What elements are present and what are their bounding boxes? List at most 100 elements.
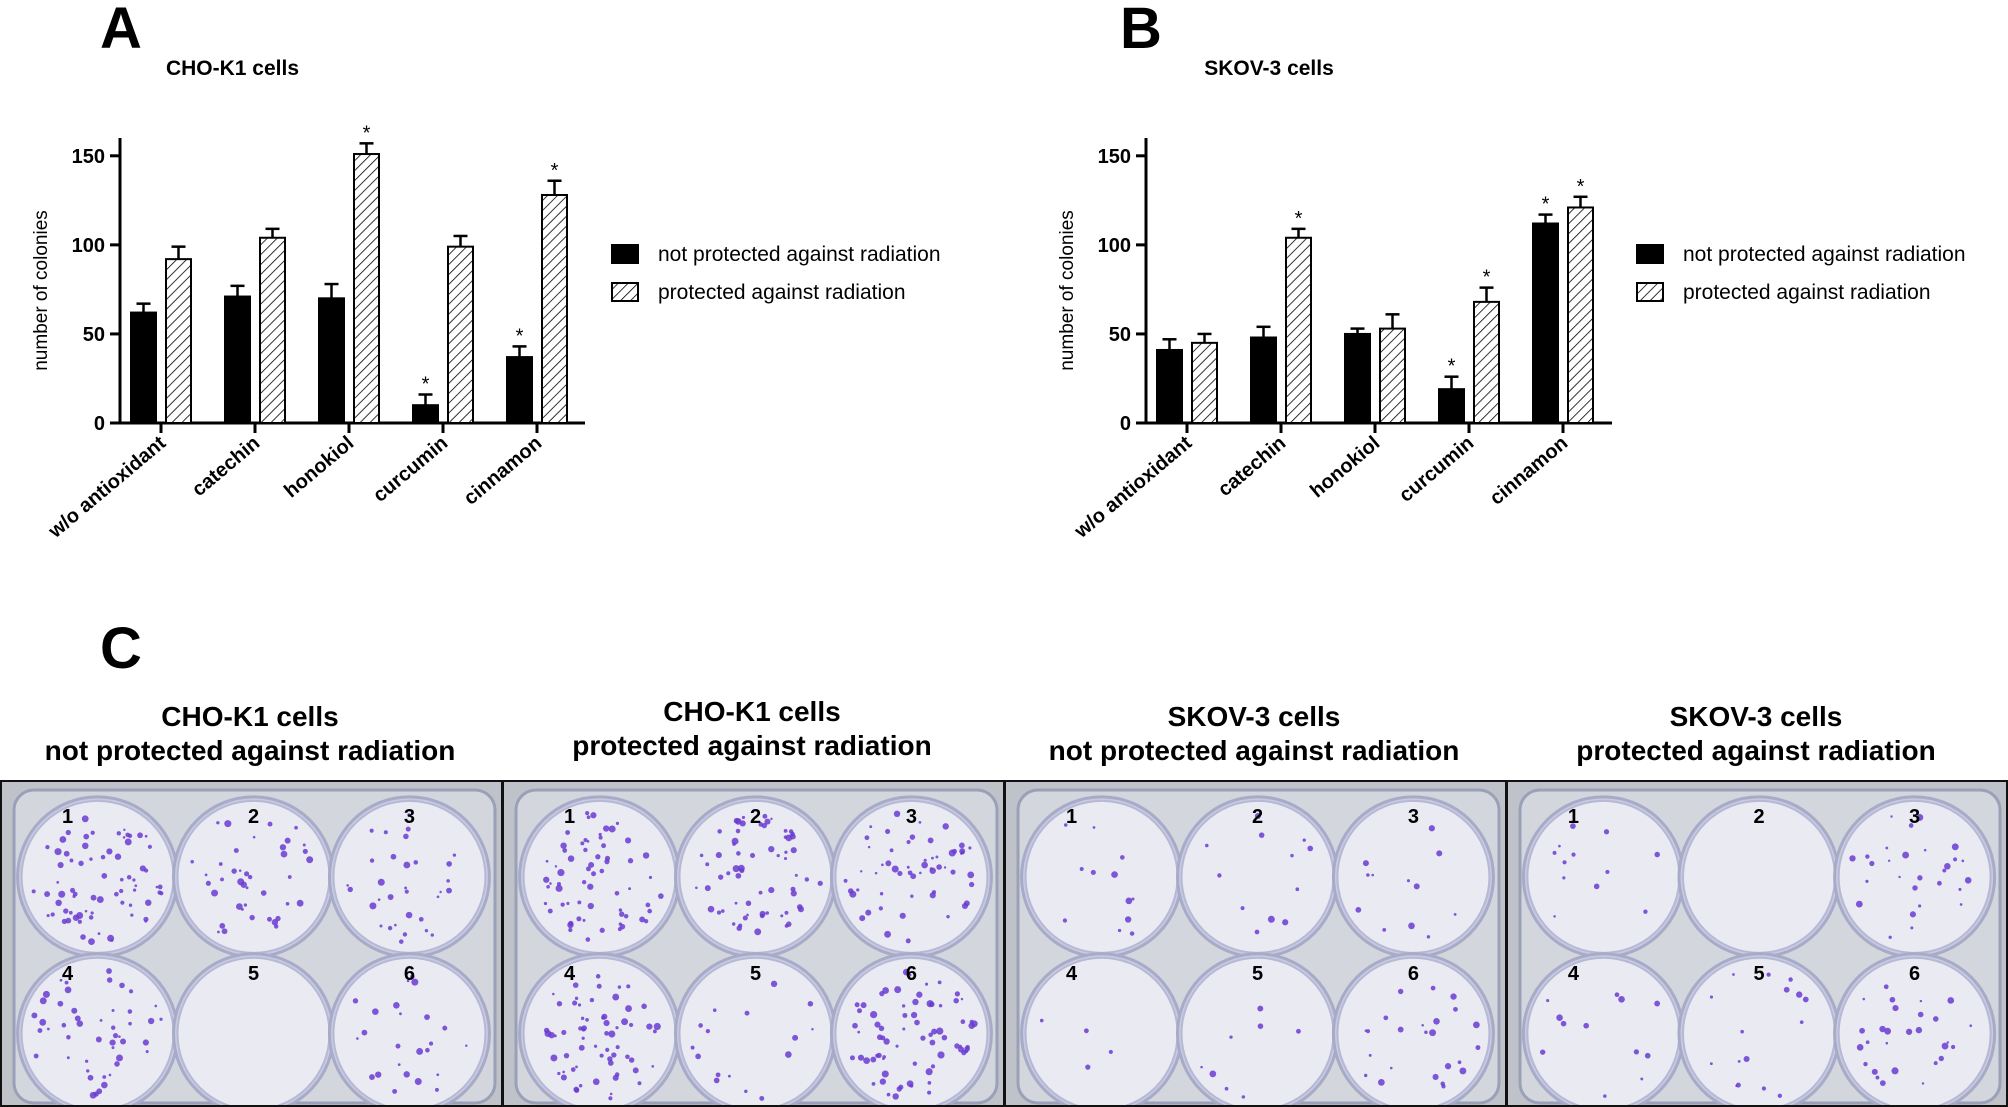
colony (546, 884, 550, 889)
colony (754, 928, 762, 936)
colony (118, 1035, 121, 1038)
x-tick-label: w/o antioxidant (44, 432, 171, 543)
colony (100, 854, 106, 860)
colony (31, 889, 36, 894)
colony (1740, 1029, 1744, 1034)
colony (1365, 1029, 1371, 1034)
colony (1885, 1041, 1889, 1045)
colony (435, 1087, 439, 1092)
colony (404, 886, 408, 890)
colony (864, 835, 870, 841)
colony (732, 865, 740, 873)
colony (1125, 897, 1133, 905)
colony (88, 938, 95, 945)
colony (90, 894, 97, 901)
colony (561, 1029, 567, 1036)
colony (628, 1057, 635, 1063)
colony (87, 1074, 94, 1081)
colony (543, 876, 550, 883)
colony (578, 1026, 583, 1031)
significance-marker: * (1295, 208, 1303, 230)
colony (287, 875, 292, 879)
bar-not-protected (412, 404, 439, 424)
colony (608, 1096, 613, 1101)
colony (1085, 1064, 1091, 1070)
y-axis-label: number of colonies (1057, 210, 1078, 371)
colony (545, 859, 549, 863)
colony (114, 891, 119, 897)
well (1024, 799, 1179, 954)
well-label: 2 (1252, 806, 1263, 828)
colony (1257, 1005, 1264, 1012)
colony (347, 886, 353, 893)
colony (1200, 1065, 1203, 1069)
colony (1366, 873, 1370, 877)
colony (582, 918, 586, 922)
colony (1397, 1026, 1404, 1033)
colony (929, 867, 936, 874)
colony (577, 900, 582, 905)
colony (1862, 997, 1866, 1001)
colony (599, 927, 605, 933)
colony (746, 913, 749, 917)
panel-letter-a: A (100, 0, 142, 61)
colony (1869, 860, 1875, 867)
colony (646, 1023, 653, 1030)
colony (585, 811, 590, 816)
colony (716, 910, 722, 915)
colony (352, 998, 359, 1004)
colony (780, 914, 784, 918)
colony (589, 997, 595, 1003)
colony (1453, 1006, 1458, 1012)
colony (465, 1044, 468, 1047)
colony (544, 1030, 552, 1038)
colony (106, 848, 113, 855)
colony (938, 1003, 943, 1008)
colony (909, 1083, 914, 1088)
colony (403, 861, 411, 869)
chart-1: SKOV-3 cells 0 50 100 150 number of colonies w… (1057, 57, 1966, 543)
well-label: 6 (1909, 963, 1920, 985)
colony (1457, 1060, 1462, 1065)
colony (968, 1022, 975, 1029)
colony (132, 878, 136, 882)
colony (880, 1035, 886, 1041)
colony (554, 865, 558, 868)
colony (142, 1039, 149, 1046)
colony (1117, 928, 1122, 933)
colony (599, 1053, 604, 1058)
well-label: 6 (404, 963, 415, 985)
colony (1240, 906, 1245, 911)
colony (732, 842, 736, 846)
colony (705, 1028, 711, 1034)
colony (726, 871, 731, 876)
well-label: 2 (750, 806, 761, 828)
colony (63, 908, 69, 914)
colony (1562, 876, 1566, 880)
well (20, 799, 175, 954)
colony (608, 825, 616, 833)
colony (31, 1012, 38, 1019)
colony (893, 810, 901, 818)
colony (1947, 997, 1955, 1004)
colony (1267, 915, 1275, 923)
well-label: 3 (906, 806, 917, 828)
colony (1937, 880, 1942, 886)
colony (1946, 1041, 1950, 1044)
colony (783, 828, 788, 833)
colony (1254, 812, 1261, 820)
colony (739, 820, 746, 827)
colony (744, 1010, 750, 1016)
colony (914, 1019, 920, 1026)
colony (587, 883, 594, 890)
x-tick-label: catechin (1214, 432, 1290, 501)
colony (375, 1071, 382, 1078)
colony (902, 968, 910, 976)
colony (926, 1000, 934, 1008)
colony (959, 1044, 962, 1048)
colony (585, 937, 591, 942)
y-tick-label: 50 (1109, 324, 1131, 346)
colony (856, 888, 860, 892)
colony (555, 884, 563, 892)
colony (572, 1000, 578, 1006)
